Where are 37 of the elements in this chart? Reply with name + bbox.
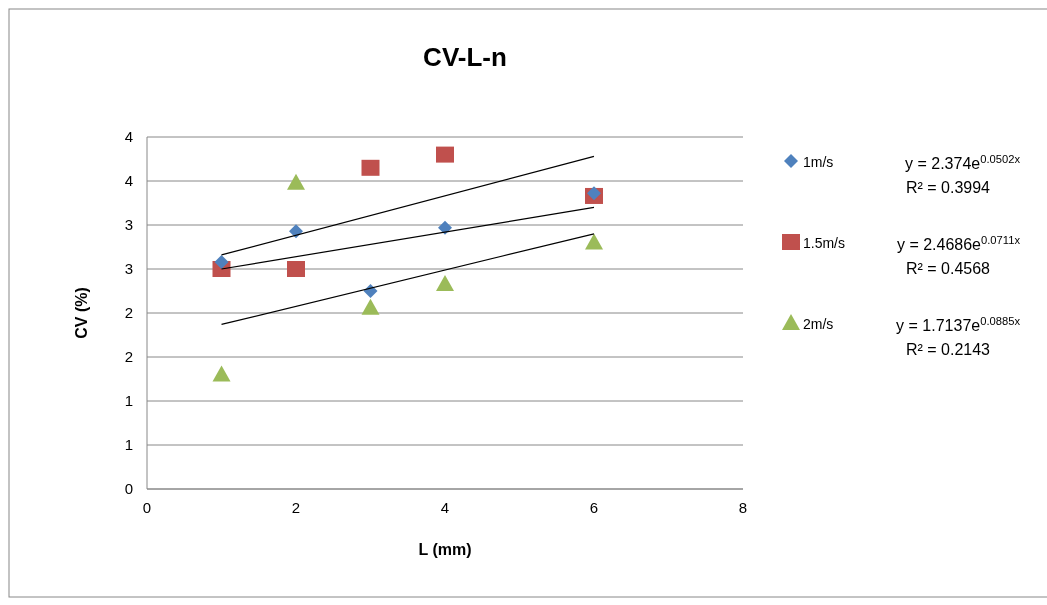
y-tick-label: 3 xyxy=(124,216,133,234)
point xyxy=(214,254,229,269)
text: y = 2.4686e$^{0.0711x}$ xyxy=(896,234,1021,253)
point xyxy=(287,261,305,277)
x-tick-label: 8 xyxy=(738,499,748,516)
text: R² = 0.3994 xyxy=(905,179,991,196)
text: y = 2.374e$^{0.0502x}$ xyxy=(905,153,1021,172)
x-axis-title: L (mm) xyxy=(418,541,472,558)
point xyxy=(361,298,380,315)
chart-title: CV-L-n xyxy=(423,42,507,72)
point xyxy=(438,220,452,235)
y-tick-label: 2 xyxy=(124,348,133,366)
point xyxy=(212,365,231,382)
text: R² = 0.2143 xyxy=(905,341,991,358)
y-tick-label: 4 xyxy=(124,128,133,146)
x-tick-label: 0 xyxy=(142,499,152,516)
point xyxy=(287,173,305,190)
x-tick-label: 4 xyxy=(440,499,450,516)
y-tick-label: 2 xyxy=(124,304,133,322)
y-tick-label: 4 xyxy=(124,172,133,190)
point xyxy=(436,146,454,163)
text: R² = 0.4568 xyxy=(905,260,991,277)
y-axis-title: CV (%) xyxy=(73,287,90,339)
x-tick-label: 2 xyxy=(291,499,301,516)
legend-label: 2m/s xyxy=(803,316,834,332)
point xyxy=(585,233,603,250)
y-tick-label: 3 xyxy=(124,260,133,278)
point xyxy=(289,224,303,239)
y-tick-label: 1 xyxy=(124,392,133,410)
legend-label: 1m/s xyxy=(803,154,834,170)
point xyxy=(436,274,454,291)
legend-label: 1.5m/s xyxy=(803,235,846,251)
y-tick-label: 0 xyxy=(124,480,133,498)
y-tick-label: 1 xyxy=(124,436,133,454)
point xyxy=(361,159,380,176)
text: y = 1.7137e$^{0.0885x}$ xyxy=(896,315,1021,334)
x-tick-label: 6 xyxy=(589,499,599,516)
